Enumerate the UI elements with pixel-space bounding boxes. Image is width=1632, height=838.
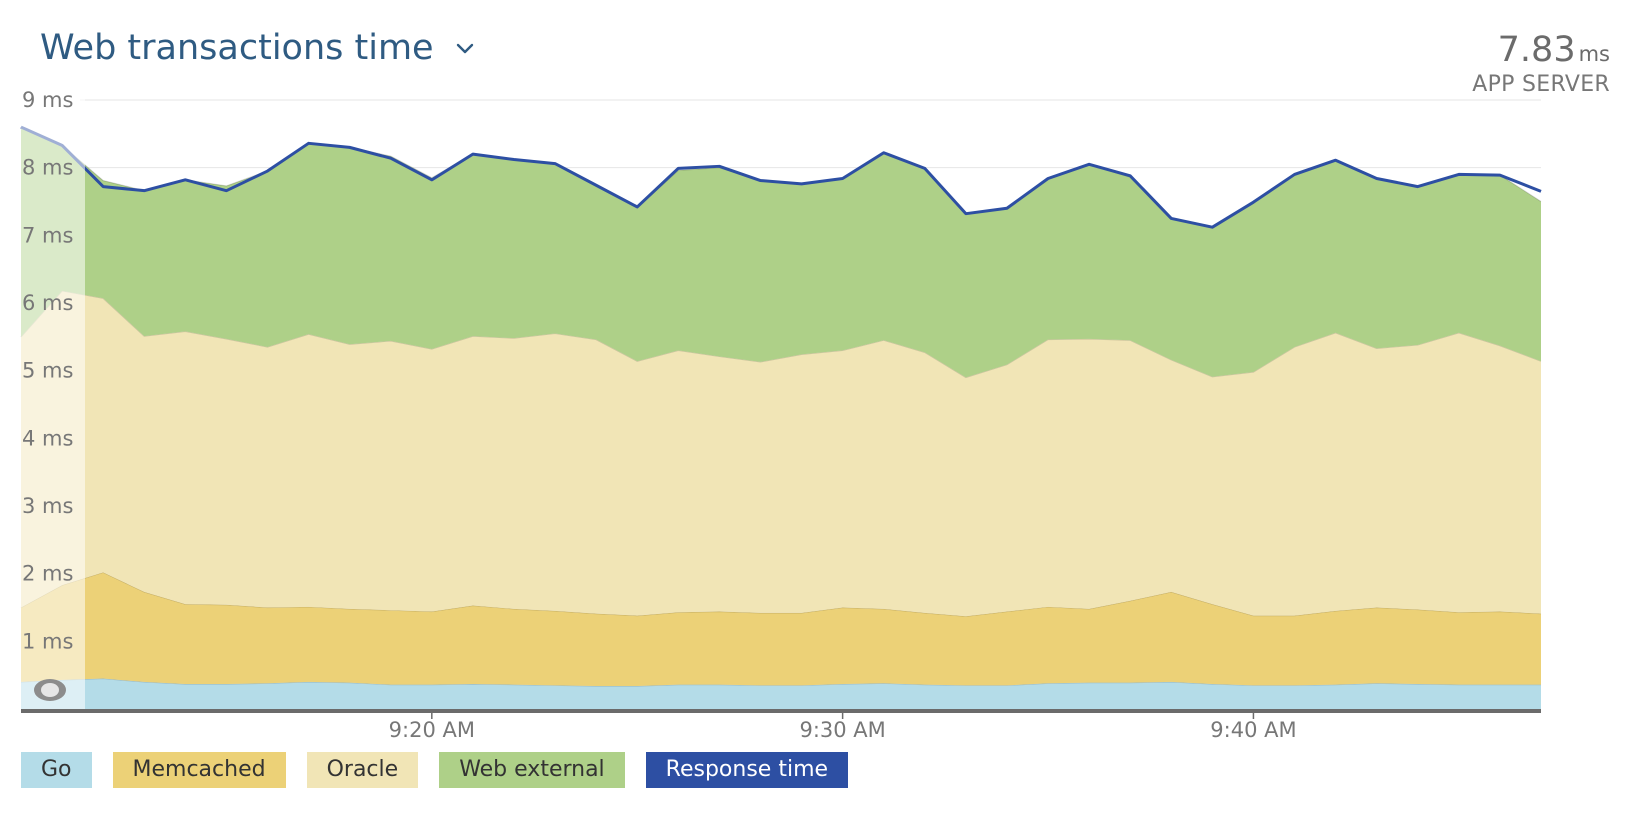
summary-unit: ms <box>1578 42 1610 66</box>
drag-handle-icon[interactable] <box>34 679 66 701</box>
legend-item-go[interactable]: Go <box>21 752 92 788</box>
response-time-line-group <box>20 125 1542 229</box>
area-memcached <box>21 572 1541 686</box>
area-web-external <box>21 127 1541 378</box>
x-tick-label: 9:40 AM <box>1210 718 1296 742</box>
axes: 9 ms 8 ms 7 ms 6 ms 5 ms 4 ms 3 ms 2 ms 1 ms 9:20… <box>21 88 1541 742</box>
legend-item-response-time[interactable]: Response time <box>645 752 849 788</box>
response-time-line <box>20 125 1542 229</box>
handle-inner <box>41 683 59 697</box>
legend: Go Memcached Oracle Web external Response ti… <box>21 752 849 788</box>
chevron-down-icon <box>456 43 473 54</box>
legend-item-web-external[interactable]: Web external <box>439 752 625 788</box>
out-of-range-overlay <box>21 98 85 709</box>
legend-item-oracle[interactable]: Oracle <box>306 752 419 788</box>
y-tick-label: 7 ms <box>22 223 73 247</box>
area-series <box>20 126 1542 709</box>
y-tick-label: 4 ms <box>22 426 73 450</box>
y-tick-label: 3 ms <box>22 494 73 518</box>
summary-label: APP SERVER <box>1472 72 1610 97</box>
area-go <box>21 678 1541 709</box>
y-tick-label: 8 ms <box>22 156 73 180</box>
x-axis-line <box>21 709 1541 713</box>
y-tick-label: 6 ms <box>22 291 73 315</box>
stacked-area-chart[interactable]: 9 ms 8 ms 7 ms 6 ms 5 ms 4 ms 3 ms 2 ms 1 ms 9:20… <box>0 0 1632 745</box>
area-oracle <box>21 290 1541 617</box>
x-tick-label: 9:30 AM <box>799 718 885 742</box>
y-tick-label: 2 ms <box>22 562 73 586</box>
legend-item-memcached[interactable]: Memcached <box>112 752 286 788</box>
y-tick-label: 9 ms <box>22 88 73 112</box>
chart-title-dropdown[interactable]: Web transactions time <box>40 28 478 68</box>
area-edge-go <box>20 677 1541 687</box>
summary-value: 7.83 <box>1497 30 1576 70</box>
chart-title: Web transactions time <box>40 28 434 68</box>
x-tick-label: 9:20 AM <box>389 718 475 742</box>
y-tick-label: 1 ms <box>22 629 73 653</box>
summary-metric: 7.83 ms APP SERVER <box>1472 30 1610 97</box>
y-tick-label: 5 ms <box>22 359 73 383</box>
